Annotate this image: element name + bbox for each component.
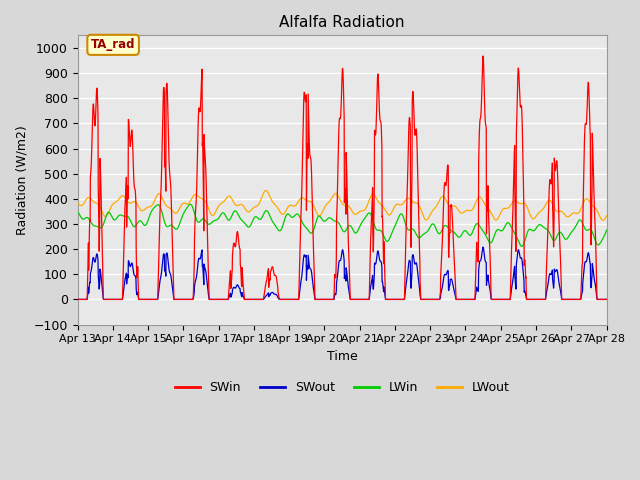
X-axis label: Time: Time: [326, 350, 358, 363]
Legend: SWin, SWout, LWin, LWout: SWin, SWout, LWin, LWout: [170, 376, 515, 399]
Text: TA_rad: TA_rad: [91, 38, 136, 51]
Y-axis label: Radiation (W/m2): Radiation (W/m2): [15, 125, 28, 235]
Title: Alfalfa Radiation: Alfalfa Radiation: [279, 15, 405, 30]
